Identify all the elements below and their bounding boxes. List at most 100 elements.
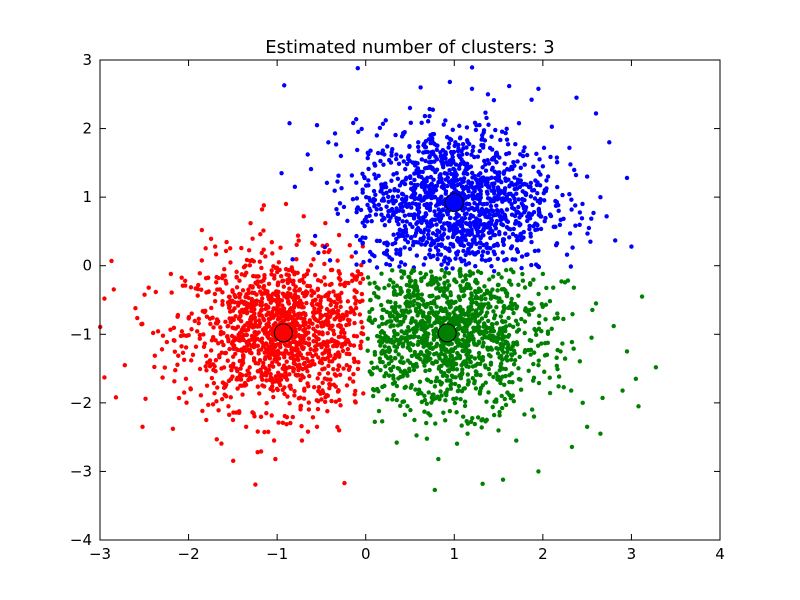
- density-point: [378, 367, 383, 373]
- density-point: [382, 383, 387, 389]
- density-point: [462, 403, 468, 409]
- density-point: [337, 201, 343, 206]
- density-point: [376, 389, 381, 394]
- density-point: [345, 299, 351, 304]
- density-point: [264, 410, 269, 416]
- density-point: [466, 364, 471, 369]
- density-point: [545, 174, 551, 179]
- density-point: [371, 365, 376, 371]
- density-point: [492, 223, 498, 229]
- density-point: [327, 282, 333, 288]
- density-point: [278, 273, 284, 279]
- density-point: [257, 259, 262, 264]
- density-point: [479, 253, 485, 258]
- density-point: [516, 210, 521, 215]
- density-point: [420, 314, 426, 319]
- density-point: [242, 380, 248, 386]
- density-point: [379, 198, 385, 203]
- density-point: [437, 397, 442, 402]
- density-point: [529, 239, 534, 245]
- density-point: [499, 341, 504, 347]
- density-point: [359, 339, 364, 344]
- density-point: [189, 311, 194, 316]
- density-point: [168, 327, 173, 332]
- density-point: [516, 204, 521, 210]
- scatter-point: [226, 338, 231, 344]
- density-point: [197, 332, 203, 338]
- density-point: [298, 395, 303, 400]
- density-point: [391, 201, 396, 206]
- density-point: [243, 294, 248, 300]
- density-point: [230, 298, 235, 304]
- density-point: [418, 218, 423, 224]
- density-point: [379, 329, 385, 334]
- density-point: [473, 176, 479, 182]
- scatter-point: [282, 83, 287, 88]
- density-point: [384, 349, 389, 354]
- scatter-point: [531, 414, 537, 419]
- density-point: [487, 372, 492, 377]
- density-point: [523, 192, 529, 198]
- density-point: [522, 319, 528, 324]
- density-point: [319, 344, 324, 350]
- density-point: [257, 311, 262, 316]
- density-point: [340, 348, 346, 354]
- density-point: [272, 276, 277, 281]
- density-point: [444, 378, 450, 383]
- density-point: [213, 280, 219, 285]
- density-point: [504, 291, 510, 296]
- density-point: [284, 272, 289, 277]
- density-point: [434, 286, 439, 291]
- density-point: [430, 231, 436, 236]
- density-point: [281, 284, 286, 289]
- density-point: [573, 172, 579, 178]
- density-point: [366, 178, 371, 183]
- density-point: [441, 165, 446, 170]
- density-point: [287, 341, 292, 346]
- density-point: [310, 302, 315, 308]
- density-point: [395, 176, 401, 181]
- density-point: [247, 263, 253, 268]
- density-point: [331, 367, 336, 372]
- density-point: [312, 242, 317, 247]
- density-point: [374, 365, 380, 370]
- scatter-point: [299, 438, 305, 443]
- density-point: [463, 348, 469, 353]
- scatter-point: [505, 390, 510, 395]
- density-point: [299, 344, 305, 349]
- density-point: [214, 437, 219, 442]
- density-point: [207, 364, 213, 369]
- density-point: [350, 272, 355, 277]
- density-point: [591, 210, 596, 216]
- density-point: [278, 344, 283, 350]
- x-tick-label: −1: [266, 545, 288, 563]
- density-point: [439, 184, 444, 190]
- density-point: [530, 188, 535, 193]
- density-point: [429, 277, 434, 282]
- density-point: [351, 343, 357, 348]
- density-point: [274, 269, 280, 275]
- density-point: [473, 263, 478, 269]
- density-point: [425, 175, 430, 181]
- density-point: [577, 359, 583, 364]
- scatter-point: [584, 424, 590, 430]
- scatter-point: [220, 275, 225, 281]
- y-tick-label: 0: [82, 257, 92, 275]
- density-point: [480, 165, 485, 170]
- density-point: [422, 363, 427, 368]
- density-point: [392, 288, 397, 294]
- density-point: [547, 299, 553, 304]
- density-point: [459, 238, 464, 244]
- density-point: [486, 122, 491, 127]
- density-point: [483, 179, 489, 185]
- density-point: [248, 258, 253, 264]
- density-point: [266, 310, 271, 315]
- scatter-point: [175, 312, 181, 318]
- density-point: [428, 218, 434, 224]
- plot-area: [100, 60, 720, 540]
- density-point: [514, 186, 520, 191]
- density-point: [439, 267, 444, 273]
- density-point: [465, 352, 471, 357]
- density-point: [475, 154, 481, 159]
- density-point: [580, 201, 585, 207]
